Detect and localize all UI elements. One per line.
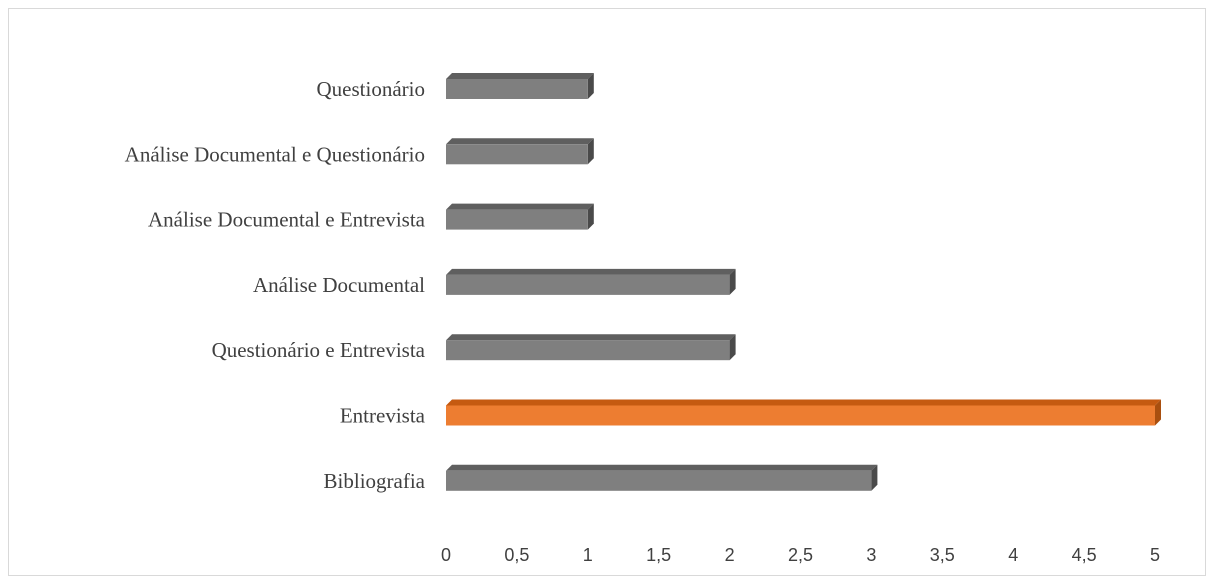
bar-questionario-e-entrevista (446, 334, 736, 361)
bar-front-face (446, 340, 730, 361)
x-tick-label: 4,5 (1072, 545, 1097, 565)
bar-top-face (446, 268, 736, 275)
category-label-bibliografia: Bibliografia (324, 469, 426, 493)
category-label-analise-documental-e-entrevista: Análise Documental e Entrevista (148, 208, 426, 232)
bar-analise-documental-e-questionario (446, 138, 594, 165)
bar-front-face (446, 470, 872, 491)
bar-bibliografia (446, 464, 878, 491)
x-tick-label: 3,5 (930, 545, 955, 565)
category-label-questionario-e-entrevista: Questionário e Entrevista (212, 338, 426, 362)
x-axis-tick-labels: 0 0,5 1 1,5 2 2,5 3 3,5 4 4,5 5 (441, 545, 1160, 565)
bar-front-face (446, 274, 730, 295)
x-tick-label: 2,5 (788, 545, 813, 565)
bar-side-face (587, 73, 594, 99)
bars-layer (446, 73, 1161, 491)
bar-chart: Bibliografia Entrevista Questionário e Ent… (125, 73, 1161, 565)
x-tick-label: 4 (1008, 545, 1018, 565)
bar-top-face (446, 203, 594, 210)
bar-questionario (446, 73, 594, 99)
x-tick-label: 3 (866, 545, 876, 565)
bar-side-face (871, 464, 878, 491)
bar-analise-documental-e-entrevista (446, 203, 594, 230)
x-tick-label: 1,5 (646, 545, 671, 565)
category-label-analise-documental: Análise Documental (253, 273, 425, 297)
category-label-analise-documental-e-questionario: Análise Documental e Questionário (125, 142, 425, 166)
category-label-questionario: Questionário (317, 77, 425, 101)
category-labels: Bibliografia Entrevista Questionário e Ent… (125, 77, 426, 493)
bar-front-face (446, 79, 588, 99)
category-label-entrevista: Entrevista (340, 404, 426, 428)
bar-side-face (1155, 399, 1161, 426)
bar-top-face (446, 334, 736, 341)
bar-top-face (446, 464, 878, 471)
bar-analise-documental (446, 268, 736, 295)
x-tick-label: 2 (725, 545, 735, 565)
bar-side-face (587, 203, 594, 230)
bar-side-face (587, 138, 594, 165)
x-tick-label: 5 (1150, 545, 1160, 565)
bar-entrevista (446, 399, 1161, 426)
bar-side-face (729, 334, 736, 361)
bar-front-face (446, 144, 588, 165)
bar-side-face (729, 268, 736, 295)
x-tick-label: 1 (583, 545, 593, 565)
bar-top-face (446, 73, 594, 79)
bar-top-face (446, 399, 1161, 406)
bar-front-face (446, 405, 1155, 426)
chart-frame: Bibliografia Entrevista Questionário e Ent… (8, 8, 1206, 576)
bar-top-face (446, 138, 594, 145)
x-tick-label: 0,5 (504, 545, 529, 565)
x-tick-label: 0 (441, 545, 451, 565)
bar-front-face (446, 209, 588, 230)
